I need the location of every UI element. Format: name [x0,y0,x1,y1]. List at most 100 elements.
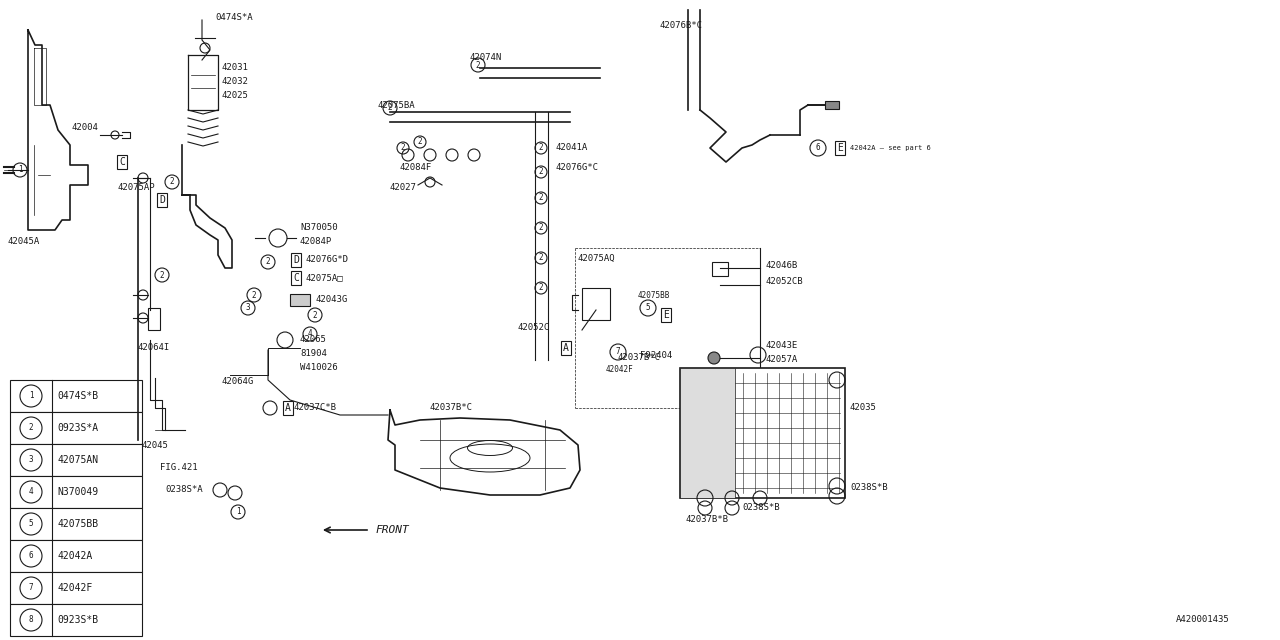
Text: 0923S*A: 0923S*A [58,423,99,433]
Bar [10,572,142,604]
Text: 42031: 42031 [221,63,248,72]
Text: 42035: 42035 [850,403,877,413]
Text: 42065: 42065 [300,335,326,344]
Bar [10,508,142,540]
Text: 42057A: 42057A [765,355,797,365]
Text: 42041A: 42041A [556,143,588,152]
Text: 4: 4 [307,330,312,339]
Text: 6: 6 [815,143,820,152]
Text: 0238S*B: 0238S*B [850,483,887,493]
Text: 4: 4 [28,488,33,497]
Text: 42042F: 42042F [605,365,634,374]
Text: 2: 2 [312,310,317,319]
Text: N370049: N370049 [58,487,99,497]
Text: 42075AN: 42075AN [58,455,99,465]
Text: 5: 5 [28,520,33,529]
Text: 0238S*A: 0238S*A [165,486,202,495]
Text: C: C [293,273,300,283]
Text: 42032: 42032 [221,77,248,86]
Text: 2: 2 [539,143,543,152]
Text: A: A [563,343,568,353]
Text: 2: 2 [539,193,543,202]
Bar [10,604,142,636]
Text: 42042A — see part 6: 42042A — see part 6 [850,145,931,151]
Text: 1: 1 [236,508,241,516]
Text: 42075A□: 42075A□ [305,273,343,282]
Text: 2: 2 [28,424,33,433]
Text: 5: 5 [645,303,650,312]
Text: 6: 6 [28,552,33,561]
Text: 3: 3 [28,456,33,465]
Bar [680,368,845,498]
Text: 42037C*B: 42037C*B [294,403,337,413]
Text: 1: 1 [28,392,33,401]
Text: 1: 1 [18,166,22,175]
Text: 42084P: 42084P [300,237,333,246]
Text: 42075AP: 42075AP [118,184,156,193]
Text: 8: 8 [28,616,33,625]
Text: 42045: 42045 [142,440,169,449]
Bar [148,308,160,330]
Text: C: C [119,157,125,167]
Text: 2: 2 [388,104,392,113]
Text: FRONT: FRONT [375,525,408,535]
Text: 42076B*C: 42076B*C [660,20,703,29]
Text: 42043G: 42043G [315,296,347,305]
Text: 7: 7 [28,584,33,593]
Text: A: A [285,403,291,413]
Text: 42027: 42027 [390,184,417,193]
Text: 2: 2 [539,223,543,232]
Bar [10,412,142,444]
Text: 42052C: 42052C [518,323,550,333]
Text: 42043E: 42043E [765,340,797,349]
Text: 2: 2 [401,143,406,152]
Text: D: D [159,195,165,205]
Text: 42075BB: 42075BB [58,519,99,529]
Text: 42037B*C: 42037B*C [618,353,660,362]
Text: E: E [837,143,844,153]
Text: 42025: 42025 [221,92,248,100]
Bar [712,262,728,276]
Text: A420001435: A420001435 [1176,616,1230,625]
Text: 2: 2 [476,61,480,70]
Bar [291,294,310,306]
Bar [10,380,142,412]
Bar [10,476,142,508]
Text: 42075BB: 42075BB [637,291,671,300]
Text: FIG.421: FIG.421 [160,463,197,472]
Text: 0238S*B: 0238S*B [742,504,780,513]
Text: 81904: 81904 [300,349,326,358]
Text: 42045A: 42045A [8,237,40,246]
Text: 2: 2 [539,253,543,262]
Text: 2: 2 [252,291,256,300]
Text: 2: 2 [539,284,543,292]
Text: 0474S*A: 0474S*A [215,13,252,22]
Text: 42064I: 42064I [138,344,170,353]
Text: F92404: F92404 [640,351,672,360]
Text: 2: 2 [160,271,164,280]
Text: 42084F: 42084F [399,163,433,173]
Text: 0923S*B: 0923S*B [58,615,99,625]
Text: 42075BA: 42075BA [378,100,416,109]
Text: 7: 7 [616,348,621,356]
Text: 42076G*D: 42076G*D [305,255,348,264]
Text: W410026: W410026 [300,364,338,372]
Text: 2: 2 [539,168,543,177]
Text: E: E [663,310,669,320]
Text: 3: 3 [246,303,251,312]
Bar [680,368,735,498]
Text: N370050: N370050 [300,223,338,232]
Text: 42037B*B: 42037B*B [685,515,728,525]
Text: 42004: 42004 [72,124,99,132]
Bar [10,444,142,476]
Text: 42046B: 42046B [765,260,797,269]
Text: 42042F: 42042F [58,583,92,593]
Text: D: D [293,255,300,265]
Text: 42042A: 42042A [58,551,92,561]
Text: 42076G*C: 42076G*C [556,163,598,173]
Text: 42037B*C: 42037B*C [430,403,474,413]
Bar [10,540,142,572]
Bar [826,101,838,109]
Text: 2: 2 [266,257,270,266]
Text: 42064G: 42064G [221,378,255,387]
